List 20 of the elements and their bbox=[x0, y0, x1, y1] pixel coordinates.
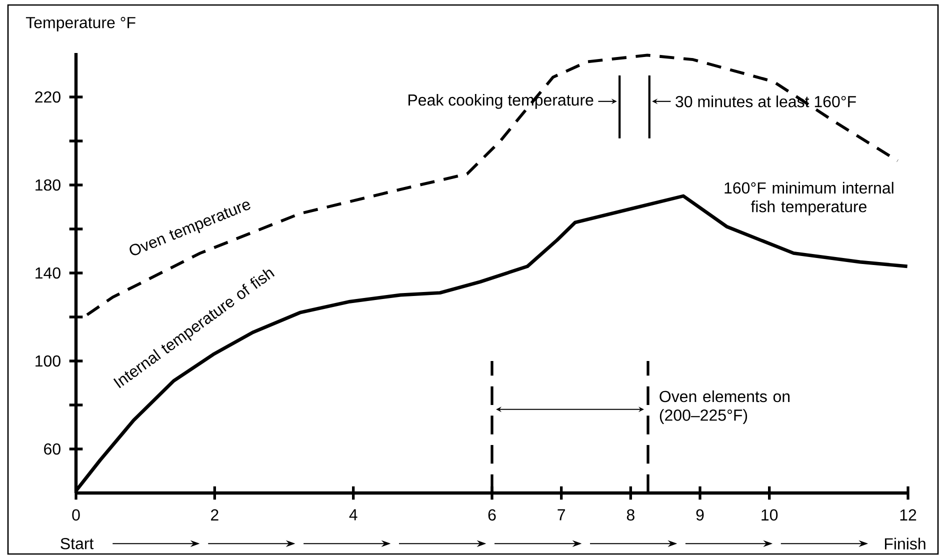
y-tick-label: 220 bbox=[35, 91, 60, 103]
x-tick-label: 6 bbox=[488, 509, 496, 521]
x-tick-label: 10 bbox=[762, 509, 778, 521]
x-tick-label: 0 bbox=[72, 509, 80, 521]
x-tick-label: 12 bbox=[900, 509, 916, 520]
y-axis-title: Temperature °F bbox=[26, 16, 136, 32]
text: Start bbox=[60, 538, 94, 550]
y-tick-label: 180 bbox=[36, 179, 60, 191]
x-tick-label: 8 bbox=[626, 509, 634, 521]
ref-line-label: Peak cooking temperature bbox=[408, 94, 594, 109]
y-tick-label: 100 bbox=[36, 355, 60, 367]
text: Finish bbox=[884, 538, 926, 550]
y-tick-label: 60 bbox=[44, 443, 60, 455]
annotation: 160°F minimum internal fish temperature bbox=[724, 182, 894, 216]
y-tick-label: 140 bbox=[36, 267, 60, 279]
x-tick-label: 7 bbox=[558, 509, 565, 520]
x-tick-label: 4 bbox=[349, 509, 358, 520]
x-tick-label: 9 bbox=[696, 509, 704, 521]
x-tick-label: 2 bbox=[211, 509, 218, 520]
annotation: Oven elements on (200–225°F) bbox=[660, 390, 790, 424]
